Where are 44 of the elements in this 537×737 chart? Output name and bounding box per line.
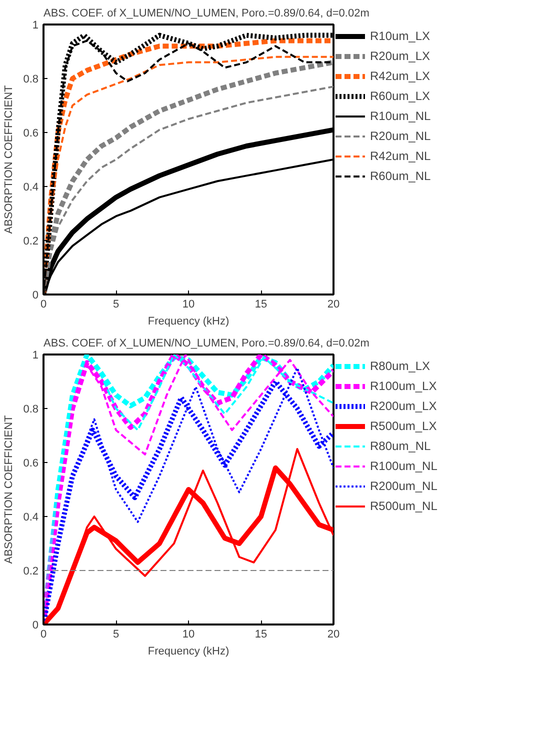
legend-label: R100um_NL [370,459,438,473]
chart-title: ABS. COEF. of X_LUMEN/NO_LUMEN, Poro.=0.89/0.64, d=0.02m [44,8,370,20]
legend-label: R100um_LX [370,379,438,393]
x-axis-title: Frequency (kHz) [148,646,230,658]
y-tick-label: 0.8 [23,404,39,416]
legend-label: R60um_LX [370,89,432,103]
y-tick-label: 0.4 [23,182,39,194]
legend-label: R500um_NL [370,499,438,513]
y-tick-label: 1 [32,350,39,362]
x-tick-label: 20 [327,298,340,310]
legend-label: R80um_NL [370,439,432,453]
x-tick-label: 0 [40,298,47,310]
y-tick-label: 0.2 [23,236,39,248]
x-tick-label: 10 [182,628,195,640]
y-tick-label: 0.6 [23,128,39,140]
legend-label: R42um_NL [370,149,432,163]
legend-label: R42um_LX [370,69,432,83]
legend-label: R200um_LX [370,399,438,413]
y-axis-title: ABSORPTION COEFFICIENT [3,414,16,564]
legend-label: R10um_NL [370,109,432,123]
y-axis-title: ABSORPTION COEFFICIENT [3,84,16,234]
x-axis-title: Frequency (kHz) [148,316,230,328]
y-tick-label: 0 [32,290,39,302]
chart-title: ABS. COEF. of X_LUMEN/NO_LUMEN, Poro.=0.89/0.64, d=0.02m [44,338,370,350]
x-tick-label: 15 [254,628,268,640]
legend-label: R10um_LX [370,29,432,43]
y-tick-label: 1 [32,20,39,32]
x-tick-label: 0 [40,628,47,640]
legend-label: R200um_NL [370,479,438,493]
y-tick-label: 0.8 [23,74,39,86]
x-tick-label: 5 [112,628,120,640]
y-tick-label: 0.2 [23,566,39,578]
legend-label: R60um_NL [370,169,432,183]
y-tick-label: 0 [32,620,39,632]
x-tick-label: 15 [254,298,268,310]
x-tick-label: 20 [327,628,340,640]
legend-label: R20um_NL [370,129,432,143]
x-tick-label: 10 [182,298,195,310]
legend-label: R500um_LX [370,419,438,433]
x-tick-label: 5 [112,298,120,310]
y-tick-label: 0.6 [23,458,39,470]
legend-label: R80um_LX [370,359,432,373]
legend-label: R20um_LX [370,49,432,63]
y-tick-label: 0.4 [23,512,39,524]
